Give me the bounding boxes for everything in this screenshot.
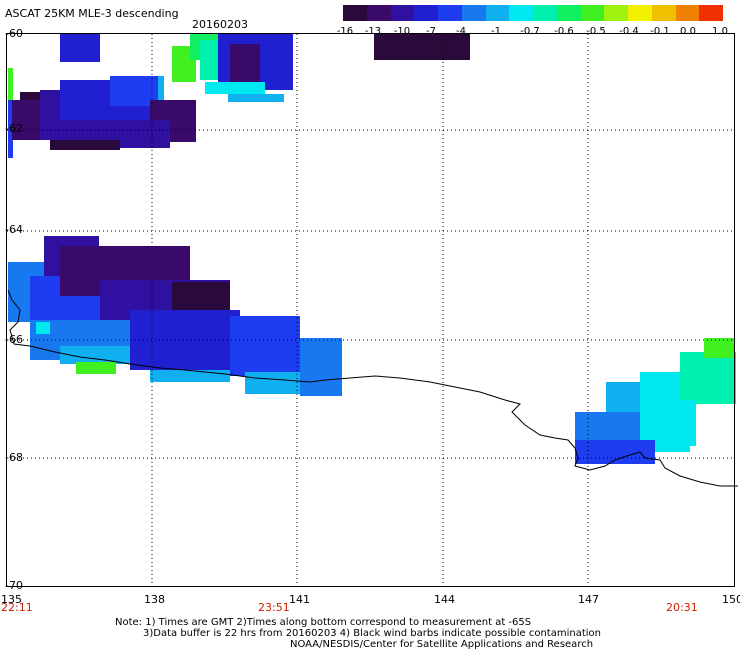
wind-cell: [158, 76, 164, 100]
colorbar-tick-label: -0.7: [520, 26, 540, 37]
colorbar-swatch: [366, 5, 391, 21]
wind-cell: [130, 310, 240, 370]
map-date: 20160203: [192, 18, 248, 31]
wind-cell: [230, 316, 300, 376]
colorbar-swatch: [604, 5, 628, 21]
colorbar-swatch: [414, 5, 438, 21]
wind-cell: [704, 338, 734, 358]
wind-cell: [150, 370, 230, 382]
lat-label-68: -68: [5, 451, 23, 464]
colorbar-swatch: [509, 5, 533, 21]
colorbar-swatch: [628, 5, 652, 21]
colorbar-tick-label: -7: [426, 26, 436, 37]
wind-cell: [36, 322, 50, 334]
colorbar-swatch: [651, 5, 676, 21]
colorbar-tick-label: -0.6: [554, 26, 574, 37]
note-line-1: Note: 1) Times are GMT 2)Times along bot…: [115, 617, 532, 628]
lat-label-64: -64: [5, 223, 23, 236]
wind-cell: [8, 100, 13, 158]
colorbar-swatch: [675, 5, 700, 21]
colorbar-labels: -16 -13 -10 -7 -4 -1 -0.7 -0.6 -0.5 -0.4 -0.1 0.0 1.…: [330, 26, 736, 38]
graticule: [7, 34, 734, 586]
wind-cell: [230, 44, 260, 84]
lon-label-138: 138: [144, 593, 165, 606]
colorbar-swatch: [580, 5, 605, 21]
colorbar-tick-label: 1.0: [712, 26, 728, 37]
note-line-3: NOAA/NESDIS/Center for Satellite Applica…: [290, 639, 594, 650]
colorbar-tick-label: -0.5: [586, 26, 606, 37]
colorbar-tick-label: -0.4: [619, 26, 639, 37]
wind-swaths: [8, 34, 736, 464]
time-label-east: 20:31: [666, 601, 698, 614]
coastline: [7, 289, 738, 487]
time-label-west: 22:11: [1, 601, 33, 614]
wind-cell: [50, 140, 120, 150]
lat-label-62: -62: [5, 122, 23, 135]
wind-cell: [60, 34, 100, 62]
lon-label-147: 147: [578, 593, 599, 606]
colorbar-tick-label: -4: [456, 26, 466, 37]
lat-label-66: -66: [5, 333, 23, 346]
colorbar-swatch: [556, 5, 581, 21]
wind-cell: [228, 94, 284, 102]
colorbar-swatch: [485, 5, 510, 21]
colorbar-tick-label: -10: [393, 26, 411, 37]
time-label-center: 23:51: [258, 601, 290, 614]
colorbar-tick-label: -16: [336, 26, 354, 37]
wind-cell: [640, 400, 696, 446]
lat-label-60: -60: [5, 27, 23, 40]
colorbar-tick-label: -1: [491, 26, 501, 37]
wind-cell: [300, 338, 342, 396]
map-title: ASCAT 25KM MLE-3 descending: [5, 7, 179, 20]
lon-label-135: 135: [1, 593, 22, 606]
colorbar-tick-label: 0.0: [680, 26, 696, 37]
lon-label-141: 141: [289, 593, 310, 606]
wind-cell: [680, 352, 736, 404]
wind-cell: [60, 346, 130, 364]
colorbar-tick-label: -13: [364, 26, 382, 37]
colorbar-swatch: [438, 5, 462, 21]
colorbar-swatch: [343, 5, 367, 21]
lat-label-70: -70: [5, 579, 23, 592]
wind-cell: [200, 40, 220, 80]
colorbar: [343, 5, 723, 21]
wind-cell: [76, 362, 116, 374]
colorbar-swatch: [461, 5, 486, 21]
lon-label-150: 150: [722, 593, 740, 606]
map-frame: [6, 33, 735, 587]
lon-label-144: 144: [434, 593, 455, 606]
colorbar-swatch: [699, 5, 723, 21]
wind-cell: [8, 68, 13, 100]
wind-cell: [205, 82, 265, 94]
wind-cell: [374, 34, 470, 60]
colorbar-swatch: [533, 5, 557, 21]
colorbar-swatch: [390, 5, 415, 21]
note-line-2: 3)Data buffer is 22 hrs from 20160203 4)…: [143, 628, 601, 639]
colorbar-tick-label: -0.1: [650, 26, 670, 37]
